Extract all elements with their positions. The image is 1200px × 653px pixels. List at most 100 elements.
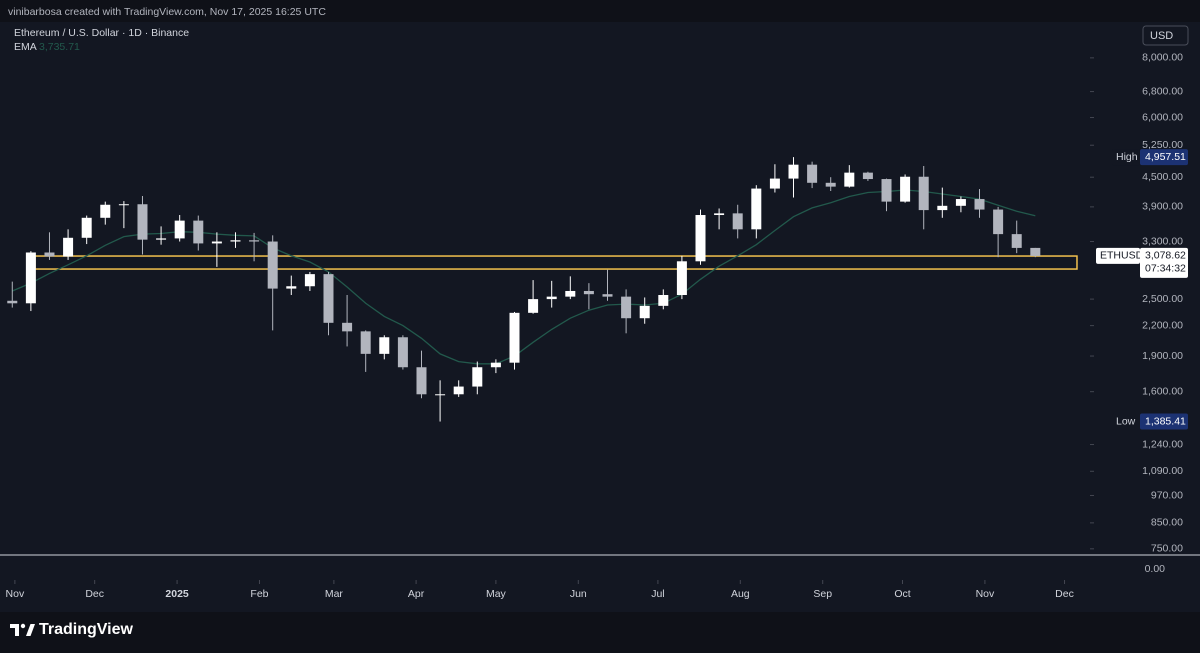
candle-body [621, 296, 632, 319]
price-label-box [1140, 149, 1188, 166]
price-label-name-box [1112, 149, 1140, 166]
candle-body [304, 274, 315, 287]
candle-body [900, 176, 911, 202]
price-label-name-box [1096, 247, 1140, 264]
candle-body [137, 204, 148, 240]
y-tick-label: 1,900.00 [1142, 350, 1183, 362]
y-tick-label: 970.00 [1151, 489, 1183, 501]
price-label-value: 4,957.51 [1145, 151, 1186, 163]
candle-body [993, 209, 1004, 235]
candle-body [435, 394, 446, 396]
x-tick-label: Jun [570, 588, 587, 600]
candle-body [583, 290, 594, 295]
candle-body [862, 172, 873, 180]
y-tick-label: 6,800.00 [1142, 85, 1183, 97]
logo-mark [10, 624, 19, 636]
legend-value: 3,735.71 [39, 41, 80, 53]
currency-button[interactable] [1142, 25, 1189, 46]
candle-body [397, 337, 408, 368]
candle-body [528, 299, 539, 313]
candle-body [751, 188, 762, 230]
candle-body [658, 295, 669, 306]
x-tick-label: Aug [731, 588, 750, 600]
candle-body [509, 312, 520, 363]
x-tick-label: 2025 [165, 588, 189, 600]
y-tick-label: 4,500.00 [1142, 171, 1183, 183]
candle-body [769, 178, 780, 189]
candle-body [323, 274, 334, 323]
x-tick-label: Nov [976, 588, 995, 600]
y-tick-label: 1,090.00 [1142, 465, 1183, 477]
y-tick-label: 3,300.00 [1142, 235, 1183, 247]
price-label-name-box [1112, 413, 1140, 430]
header: vinibarbosa created with TradingView.com… [8, 6, 326, 18]
candle-body [807, 164, 818, 183]
y-tick-label: 850.00 [1151, 517, 1183, 529]
logo-dot [20, 623, 26, 629]
candle-body [249, 240, 260, 242]
candle-body [490, 362, 501, 368]
countdown: 07:34:32 [1145, 263, 1186, 275]
x-tick-label: Dec [1055, 588, 1074, 600]
x-tick-label: Nov [6, 588, 25, 600]
y-tick-label: 2,200.00 [1142, 319, 1183, 331]
candle-body [676, 261, 687, 296]
candle-body [565, 290, 576, 297]
y-tick-label: 750.00 [1151, 543, 1183, 555]
candle-body [918, 176, 929, 211]
x-tick-label: Dec [85, 588, 104, 600]
chart-area [0, 22, 1200, 612]
candle-body [788, 164, 799, 179]
candle-body [267, 241, 278, 289]
candle-body [453, 386, 464, 395]
candle-body [44, 252, 55, 257]
candle-body [7, 300, 18, 304]
x-tick-label: Sep [813, 588, 832, 600]
candle-body [360, 331, 371, 354]
candle-body [211, 241, 222, 244]
candle-body [100, 204, 111, 218]
candle-body [286, 286, 297, 289]
price-label-name: High [1116, 151, 1138, 163]
price-label-name: Low [1116, 415, 1136, 427]
logo-mark [26, 624, 35, 636]
candle-body [379, 337, 390, 354]
brand: TradingView [39, 621, 134, 638]
candle-body [546, 296, 557, 300]
candle-body [81, 217, 92, 238]
candle-body [416, 367, 427, 395]
candle-body [156, 238, 167, 240]
currency[interactable]: USD [1150, 30, 1173, 42]
lower-pane-tick-label: 0.00 [1145, 563, 1166, 575]
price-label-box [1140, 413, 1188, 430]
y-tick-label: 5,250.00 [1142, 139, 1183, 151]
candle-body [118, 204, 129, 206]
x-tick-label: Feb [250, 588, 268, 600]
candle-body [1030, 247, 1041, 256]
price-label-name: ETHUSD [1100, 250, 1144, 262]
x-tick-label: Mar [325, 588, 344, 600]
candle-body [825, 182, 836, 187]
candle-body [472, 367, 483, 387]
candle-body [602, 294, 613, 297]
x-tick-label: Jul [651, 588, 664, 600]
y-tick-label: 1,600.00 [1142, 385, 1183, 397]
y-tick-label: 3,900.00 [1142, 201, 1183, 213]
candle-body [714, 213, 725, 216]
x-tick-label: May [486, 588, 507, 600]
chart-title: Ethereum / U.S. Dollar · 1D · Binance [14, 27, 189, 39]
candle-body [732, 213, 743, 230]
candle-body [342, 322, 353, 332]
x-tick-label: Oct [894, 588, 910, 600]
price-label-value: 1,385.41 [1145, 415, 1186, 427]
candle-body [1011, 234, 1022, 248]
x-tick-label: Apr [408, 588, 425, 600]
brand-logo: TradingView [10, 621, 134, 638]
candle-body [937, 205, 948, 211]
candle-body [63, 237, 74, 257]
price-label-box [1140, 247, 1188, 278]
y-tick-label: 1,240.00 [1142, 438, 1183, 450]
y-tick-label: 8,000.00 [1142, 52, 1183, 64]
